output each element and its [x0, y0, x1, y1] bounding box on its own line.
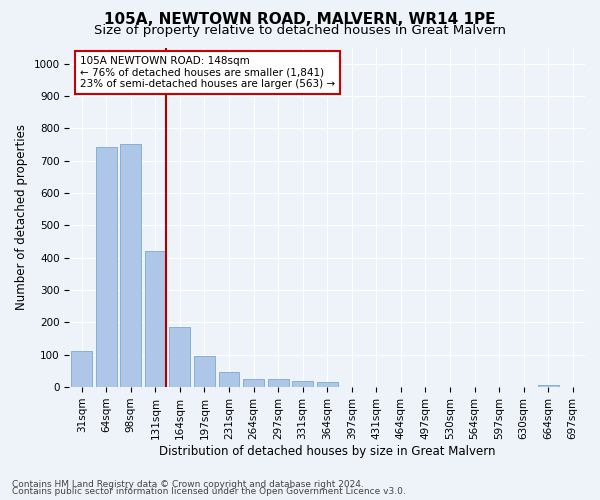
Text: 105A NEWTOWN ROAD: 148sqm
← 76% of detached houses are smaller (1,841)
23% of se: 105A NEWTOWN ROAD: 148sqm ← 76% of detac… [80, 56, 335, 89]
Text: Contains HM Land Registry data © Crown copyright and database right 2024.: Contains HM Land Registry data © Crown c… [12, 480, 364, 489]
Bar [96, 147, 116, 387]
Bar [145, 252, 166, 387]
Bar [292, 382, 313, 387]
Bar [243, 379, 264, 387]
Bar [71, 350, 92, 387]
Bar [538, 384, 559, 387]
Bar [169, 326, 190, 387]
Y-axis label: Number of detached properties: Number of detached properties [15, 124, 28, 310]
X-axis label: Distribution of detached houses by size in Great Malvern: Distribution of detached houses by size … [159, 444, 496, 458]
Bar [268, 379, 289, 387]
Bar [317, 382, 338, 387]
Text: Size of property relative to detached houses in Great Malvern: Size of property relative to detached ho… [94, 24, 506, 37]
Bar [218, 372, 239, 387]
Text: Contains public sector information licensed under the Open Government Licence v3: Contains public sector information licen… [12, 487, 406, 496]
Bar [121, 144, 141, 387]
Bar [194, 356, 215, 387]
Text: 105A, NEWTOWN ROAD, MALVERN, WR14 1PE: 105A, NEWTOWN ROAD, MALVERN, WR14 1PE [104, 12, 496, 28]
